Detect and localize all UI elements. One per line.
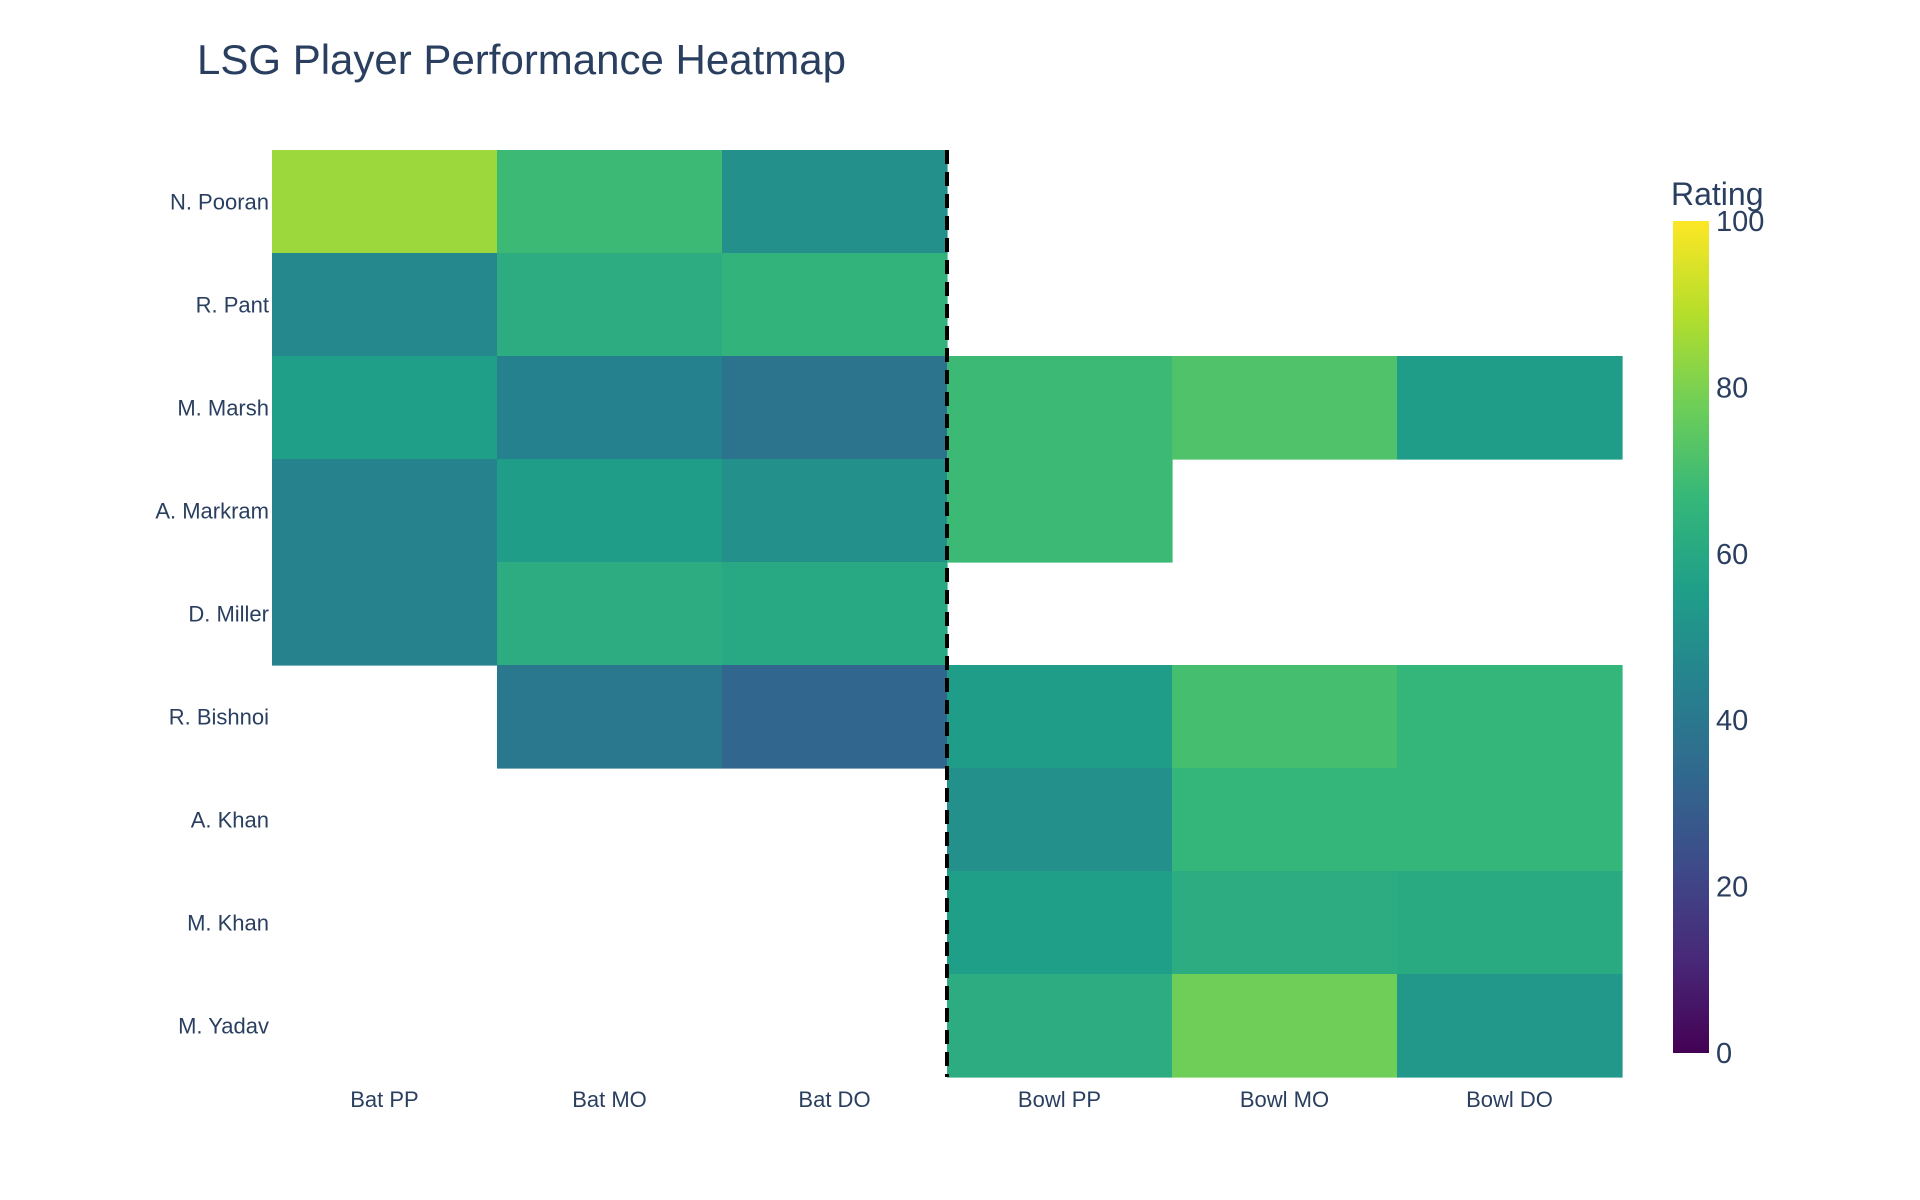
heatmap-cell <box>1397 665 1623 769</box>
heatmap-cells <box>272 150 1623 1078</box>
heatmap-cell <box>947 356 1173 460</box>
heatmap-cell <box>497 562 723 666</box>
heatmap-cell <box>272 459 498 563</box>
heatmap-cell <box>497 150 723 254</box>
heatmap-cell <box>497 356 723 460</box>
heatmap-cell <box>1172 974 1398 1078</box>
colorbar-tick-label: 20 <box>1716 872 1748 904</box>
y-tick-label: A. Markram <box>155 499 269 524</box>
heatmap-cell <box>947 871 1173 975</box>
y-tick-label: A. Khan <box>191 808 269 833</box>
heatmap-cell <box>947 768 1173 872</box>
y-tick-label: M. Yadav <box>178 1014 269 1039</box>
y-tick-label: M. Khan <box>187 911 269 936</box>
heatmap-cell <box>497 253 723 357</box>
heatmap-cell <box>1172 871 1398 975</box>
x-tick-label: Bat MO <box>572 1087 647 1112</box>
y-axis-ticks: N. Pooran R. Pant M. Marsh A. Markram D. Mil… <box>155 190 269 1039</box>
colorbar: Rating 0 20 40 60 80 100 <box>1671 176 1764 1070</box>
colorbar-tick-label: 0 <box>1716 1038 1732 1070</box>
heatmap-cell <box>1172 768 1398 872</box>
x-tick-label: Bowl DO <box>1466 1087 1553 1112</box>
heatmap-cell <box>1172 356 1398 460</box>
heatmap-cell <box>272 150 498 254</box>
heatmap-cell <box>722 562 948 666</box>
heatmap-cell <box>272 562 498 666</box>
colorbar-tick-label: 40 <box>1716 705 1748 737</box>
heatmap-cell <box>947 459 1173 563</box>
heatmap-cell <box>722 356 948 460</box>
heatmap-cell <box>497 665 723 769</box>
heatmap-cell <box>272 356 498 460</box>
y-tick-label: M. Marsh <box>177 396 269 421</box>
heatmap-cell <box>1397 871 1623 975</box>
heatmap-cell <box>497 459 723 563</box>
heatmap-cell <box>722 150 948 254</box>
y-tick-label: D. Miller <box>188 602 269 627</box>
y-tick-label: R. Pant <box>196 293 269 318</box>
y-tick-label: R. Bishnoi <box>169 705 269 730</box>
heatmap-cell <box>722 459 948 563</box>
x-tick-label: Bowl PP <box>1018 1087 1101 1112</box>
x-tick-label: Bat PP <box>350 1087 418 1112</box>
heatmap-cell <box>722 665 948 769</box>
heatmap-cell <box>947 665 1173 769</box>
heatmap-cell <box>1172 665 1398 769</box>
heatmap-cell <box>722 253 948 357</box>
colorbar-tick-label: 80 <box>1716 372 1748 404</box>
x-tick-label: Bat DO <box>798 1087 870 1112</box>
colorbar-tick-label: 60 <box>1716 539 1748 571</box>
colorbar-gradient <box>1673 221 1709 1053</box>
colorbar-tick-label: 100 <box>1716 206 1764 238</box>
x-axis-ticks: Bat PP Bat MO Bat DO Bowl PP Bowl MO Bowl DO <box>350 1087 1553 1112</box>
y-tick-label: N. Pooran <box>170 190 269 215</box>
heatmap-cell <box>272 253 498 357</box>
heatmap-cell <box>1397 768 1623 872</box>
heatmap-cell <box>947 974 1173 1078</box>
heatmap-cell <box>1397 974 1623 1078</box>
x-tick-label: Bowl MO <box>1240 1087 1329 1112</box>
chart-title: LSG Player Performance Heatmap <box>197 36 846 83</box>
colorbar-title: Rating <box>1671 176 1764 212</box>
heatmap-cell <box>1397 356 1623 460</box>
